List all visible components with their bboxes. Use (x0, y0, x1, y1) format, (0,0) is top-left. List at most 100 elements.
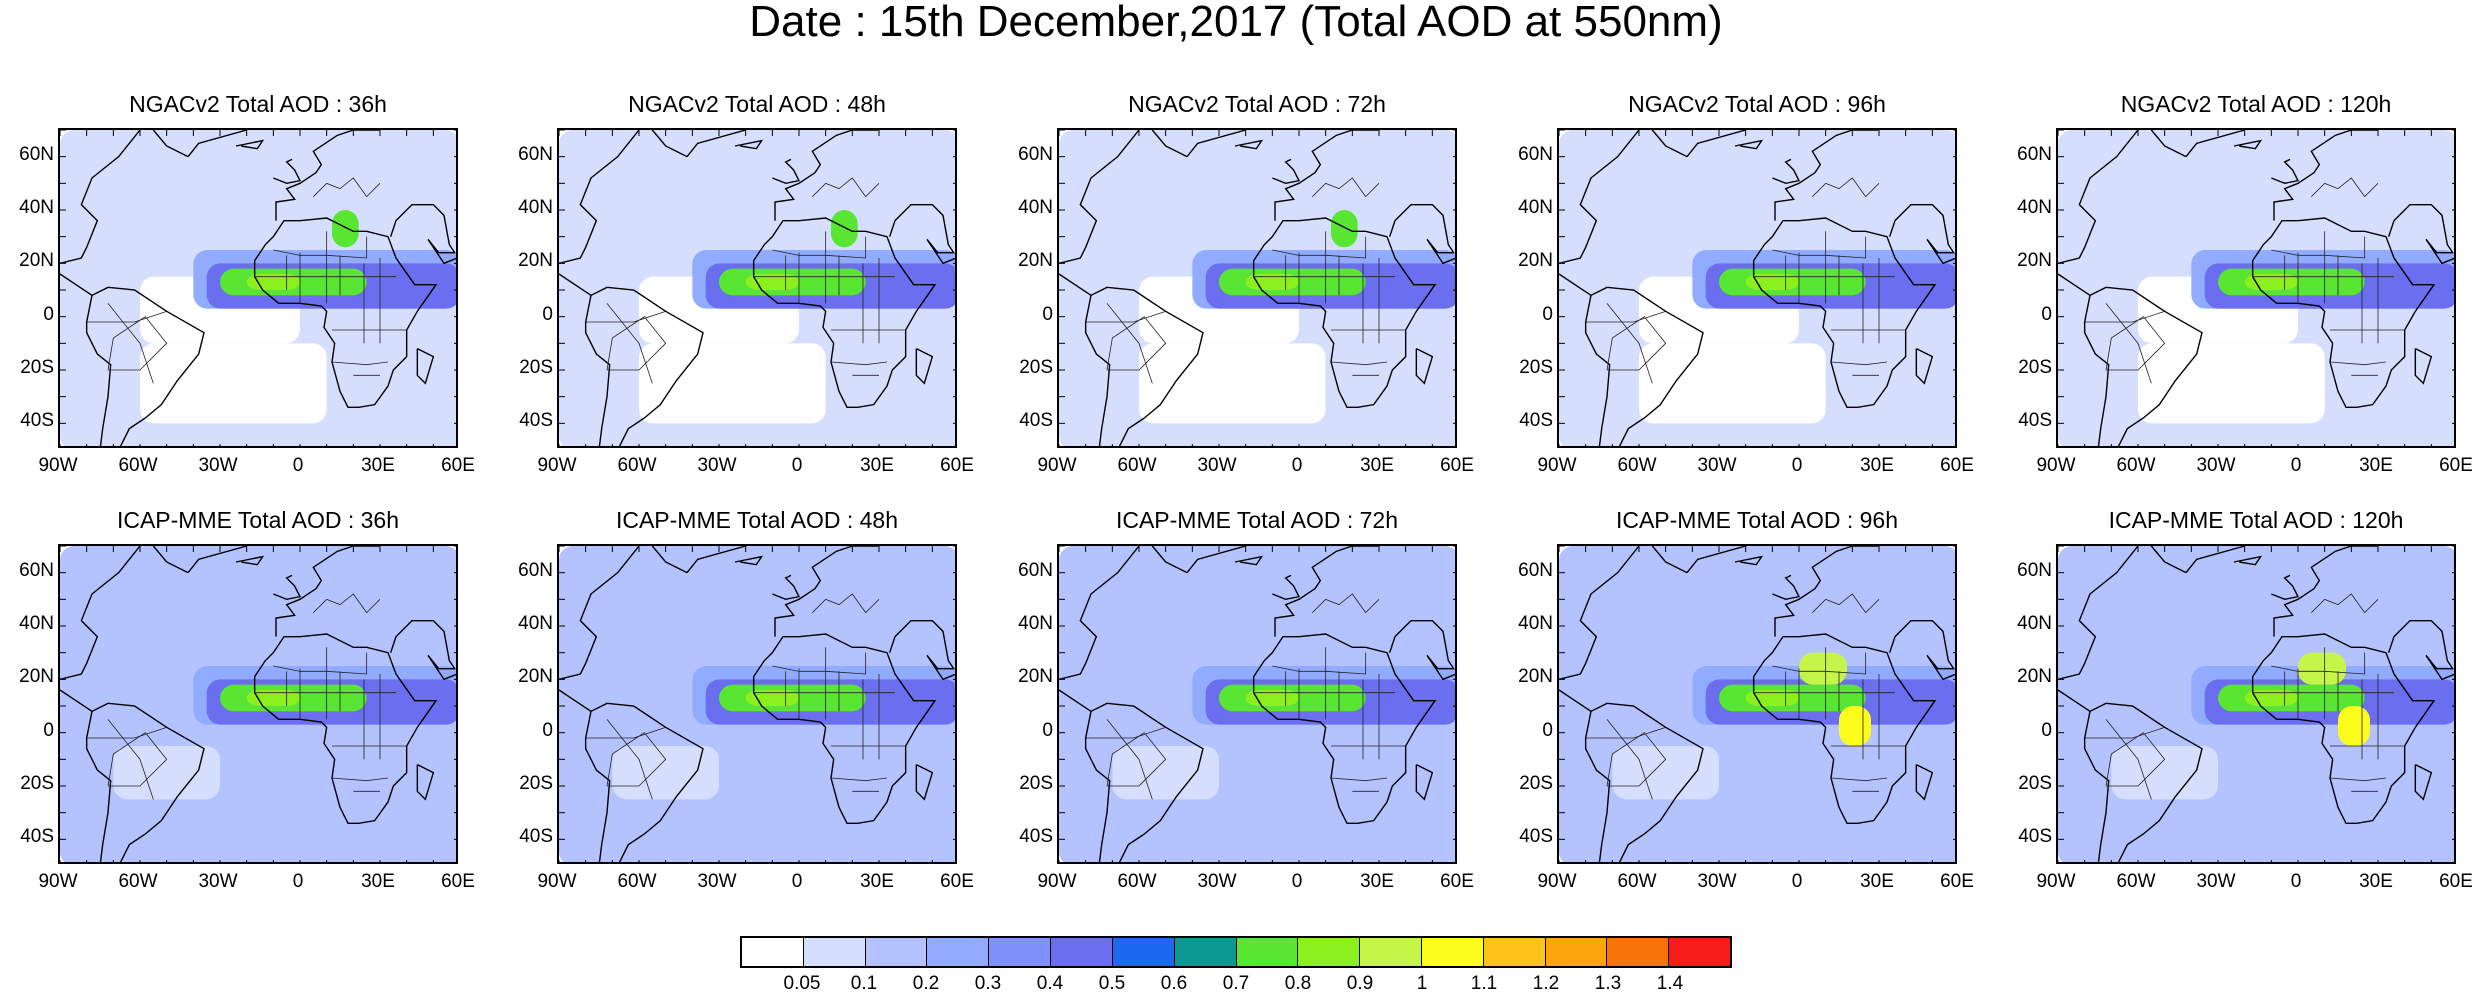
map-canvas (1559, 130, 1955, 446)
longitude-tick-label: 60W (1117, 871, 1157, 892)
longitude-tick-label: 30W (198, 871, 238, 892)
latitude-tick-label: 40N (518, 613, 553, 634)
longitude-tick-label: 30W (1197, 871, 1237, 892)
longitude-tick-label: 60E (441, 455, 475, 476)
latitude-tick-label: 20S (2018, 357, 2052, 378)
latitude-tick-label: 40S (2018, 826, 2052, 848)
colorbar-tick-label: 1.4 (1656, 973, 1684, 994)
latitude-tick-label: 40N (1518, 613, 1553, 634)
minor-ticks (1559, 130, 1955, 446)
aod-map-panel (58, 544, 458, 864)
latitude-tick-label: 0 (1042, 303, 1053, 325)
latitude-tick-label: 60N (19, 143, 54, 165)
colorbar-tick-label: 0.4 (1036, 973, 1064, 994)
coastlines (1559, 546, 1955, 862)
longitude-tick-label: 30W (697, 455, 737, 476)
latitude-tick-label: 40S (20, 410, 54, 432)
coastlines (2058, 546, 2454, 862)
country-borders (1585, 593, 1906, 800)
latitude-tick-label: 20N (1018, 666, 1053, 688)
longitude-tick-label: 30W (1697, 455, 1737, 476)
latitude-tick-label: 40N (518, 197, 553, 218)
coastlines (559, 546, 955, 862)
longitude-tick-label: 30E (1360, 871, 1394, 892)
latitude-tick-label: 20N (1518, 666, 1553, 688)
aod-field-shading (559, 546, 955, 862)
latitude-tick-label: 20N (1518, 250, 1553, 272)
latitude-tick-label: 40S (1019, 410, 1053, 432)
latitude-tick-label: 0 (2041, 719, 2052, 741)
longitude-tick-label: 60E (1440, 455, 1474, 476)
country-borders (2084, 177, 2405, 384)
longitude-tick-label: 0 (791, 871, 803, 892)
country-borders (86, 177, 407, 384)
aod-map-panel (557, 128, 957, 448)
latitude-tick-label: 20S (519, 773, 553, 794)
map-canvas (60, 130, 456, 446)
latitude-tick-label: 20N (518, 250, 553, 272)
latitude-tick-label: 0 (542, 719, 553, 741)
longitude-tick-label: 30E (860, 455, 894, 476)
map-canvas (2058, 546, 2454, 862)
longitude-tick-label: 90W (1037, 871, 1077, 892)
aod-map-panel (2056, 128, 2456, 448)
minor-ticks (60, 546, 456, 862)
colorbar-swatch (1051, 938, 1113, 966)
colorbar-swatch (989, 938, 1052, 966)
longitude-tick-label: 60E (1940, 455, 1974, 476)
longitude-tick-label: 60W (2116, 455, 2156, 476)
colorbar-swatch (803, 938, 866, 966)
longitude-tick-label: 30E (1860, 455, 1894, 476)
colorbar-tick-label: 1.1 (1470, 973, 1498, 994)
coastlines (2058, 130, 2454, 446)
latitude-tick-label: 0 (1542, 719, 1553, 741)
longitude-tick-label: 90W (2036, 455, 2076, 476)
longitude-tick-label: 0 (1291, 455, 1303, 476)
colorbar-tick-label: 0.6 (1160, 973, 1188, 994)
latitude-tick-label: 20S (20, 773, 54, 794)
panel-title: NGACv2 Total AOD : 36h (129, 91, 387, 117)
panel-title: ICAP-MME Total AOD : 36h (116, 507, 400, 533)
longitude-tick-label: 90W (1537, 871, 1577, 892)
longitude-tick-label: 90W (1537, 455, 1577, 476)
country-borders (1085, 177, 1406, 384)
longitude-tick-label: 60E (940, 871, 974, 892)
aod-field-shading (1559, 546, 1955, 862)
latitude-tick-label: 20S (1019, 773, 1053, 794)
colorbar-tick-label: 0.8 (1284, 973, 1312, 994)
latitude-tick-label: 60N (1018, 559, 1053, 581)
minor-ticks (559, 546, 955, 862)
aod-map-panel (1057, 544, 1457, 864)
latitude-tick-label: 60N (1018, 143, 1053, 165)
latitude-tick-label: 20S (1519, 357, 1553, 378)
latitude-tick-label: 20S (1019, 357, 1053, 378)
longitude-tick-label: 30W (2196, 871, 2236, 892)
latitude-tick-label: 40S (2018, 410, 2052, 432)
longitude-tick-label: 60E (1940, 871, 1974, 892)
latitude-tick-label: 40N (2017, 197, 2052, 218)
latitude-tick-label: 40N (2017, 613, 2052, 634)
latitude-tick-label: 20S (20, 357, 54, 378)
longitude-tick-label: 30E (2359, 455, 2393, 476)
country-borders (585, 593, 906, 800)
colorbar-swatch (1360, 938, 1422, 966)
minor-ticks (60, 130, 456, 446)
longitude-tick-label: 90W (537, 455, 577, 476)
longitude-tick-label: 30E (361, 455, 395, 476)
longitude-tick-label: 60W (1617, 871, 1657, 892)
latitude-tick-label: 20N (1018, 250, 1053, 272)
aod-map-panel (1557, 544, 1957, 864)
colorbar-swatch (1483, 938, 1546, 966)
longitude-tick-label: 60W (1617, 455, 1657, 476)
minor-ticks (559, 130, 955, 446)
colorbar-tick-label: 0.3 (974, 973, 1002, 994)
latitude-tick-label: 60N (518, 143, 553, 165)
country-borders (1085, 593, 1406, 800)
aod-field-shading (2058, 546, 2454, 862)
latitude-tick-label: 40S (1519, 410, 1553, 432)
latitude-tick-label: 20N (2017, 666, 2052, 688)
colorbar-swatch (1545, 938, 1608, 966)
longitude-tick-label: 0 (1791, 871, 1803, 892)
longitude-tick-label: 30E (361, 871, 395, 892)
coastlines (60, 130, 456, 446)
